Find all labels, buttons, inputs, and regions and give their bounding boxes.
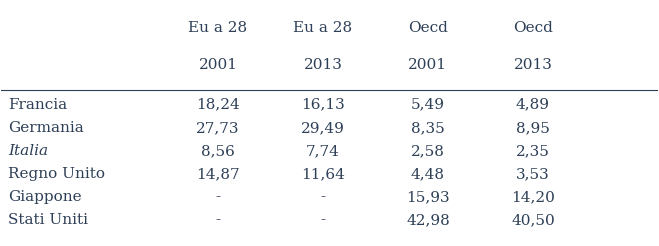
Text: 8,95: 8,95: [516, 121, 550, 135]
Text: 15,93: 15,93: [406, 190, 449, 204]
Text: 16,13: 16,13: [301, 98, 345, 112]
Text: 8,56: 8,56: [201, 144, 235, 158]
Text: Giappone: Giappone: [8, 190, 82, 204]
Text: -: -: [215, 213, 221, 227]
Text: 27,73: 27,73: [196, 121, 240, 135]
Text: 7,74: 7,74: [306, 144, 340, 158]
Text: Italia: Italia: [8, 144, 48, 158]
Text: 42,98: 42,98: [406, 213, 450, 227]
Text: 4,89: 4,89: [516, 98, 550, 112]
Text: Francia: Francia: [8, 98, 67, 112]
Text: 29,49: 29,49: [301, 121, 345, 135]
Text: 18,24: 18,24: [196, 98, 240, 112]
Text: 4,48: 4,48: [411, 167, 445, 181]
Text: 2,58: 2,58: [411, 144, 445, 158]
Text: 5,49: 5,49: [411, 98, 445, 112]
Text: Eu a 28: Eu a 28: [188, 21, 248, 35]
Text: Stati Uniti: Stati Uniti: [8, 213, 88, 227]
Text: -: -: [215, 190, 221, 204]
Text: Oecd: Oecd: [408, 21, 448, 35]
Text: Oecd: Oecd: [513, 21, 553, 35]
Text: 11,64: 11,64: [301, 167, 345, 181]
Text: 14,20: 14,20: [511, 190, 555, 204]
Text: 2,35: 2,35: [516, 144, 550, 158]
Text: 40,50: 40,50: [511, 213, 555, 227]
Text: -: -: [320, 213, 326, 227]
Text: 2001: 2001: [409, 58, 447, 72]
Text: -: -: [320, 190, 326, 204]
Text: 2013: 2013: [304, 58, 343, 72]
Text: 3,53: 3,53: [516, 167, 550, 181]
Text: 14,87: 14,87: [196, 167, 240, 181]
Text: 2001: 2001: [198, 58, 237, 72]
Text: Germania: Germania: [8, 121, 84, 135]
Text: 8,35: 8,35: [411, 121, 445, 135]
Text: 2013: 2013: [513, 58, 552, 72]
Text: Eu a 28: Eu a 28: [293, 21, 353, 35]
Text: Regno Unito: Regno Unito: [8, 167, 105, 181]
